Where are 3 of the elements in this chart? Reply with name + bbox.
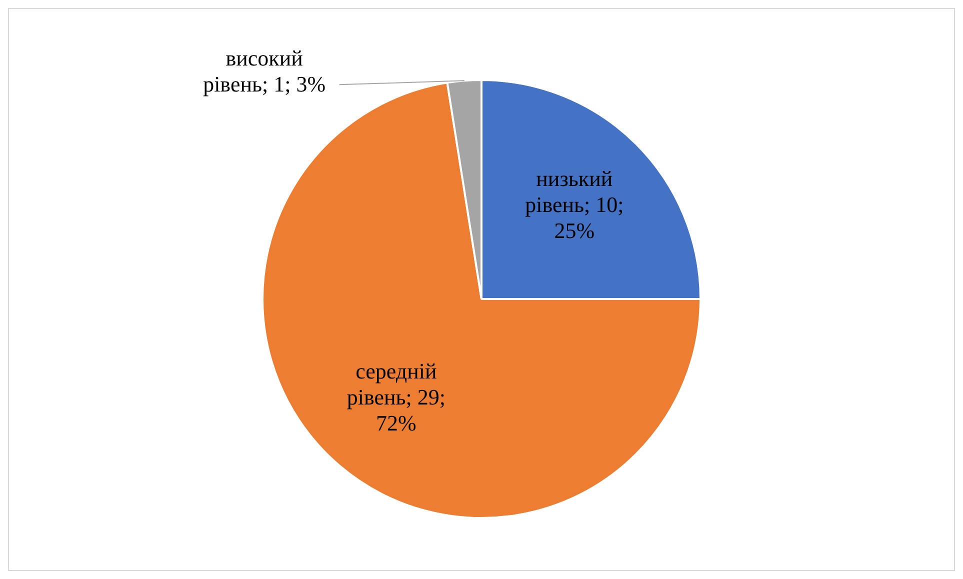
slice-label: високий рівень; 1; 3% [203, 45, 326, 96]
slice-label: низький рівень; 10; 25% [525, 166, 624, 243]
slice-label: середній рівень; 29; 72% [346, 358, 446, 436]
